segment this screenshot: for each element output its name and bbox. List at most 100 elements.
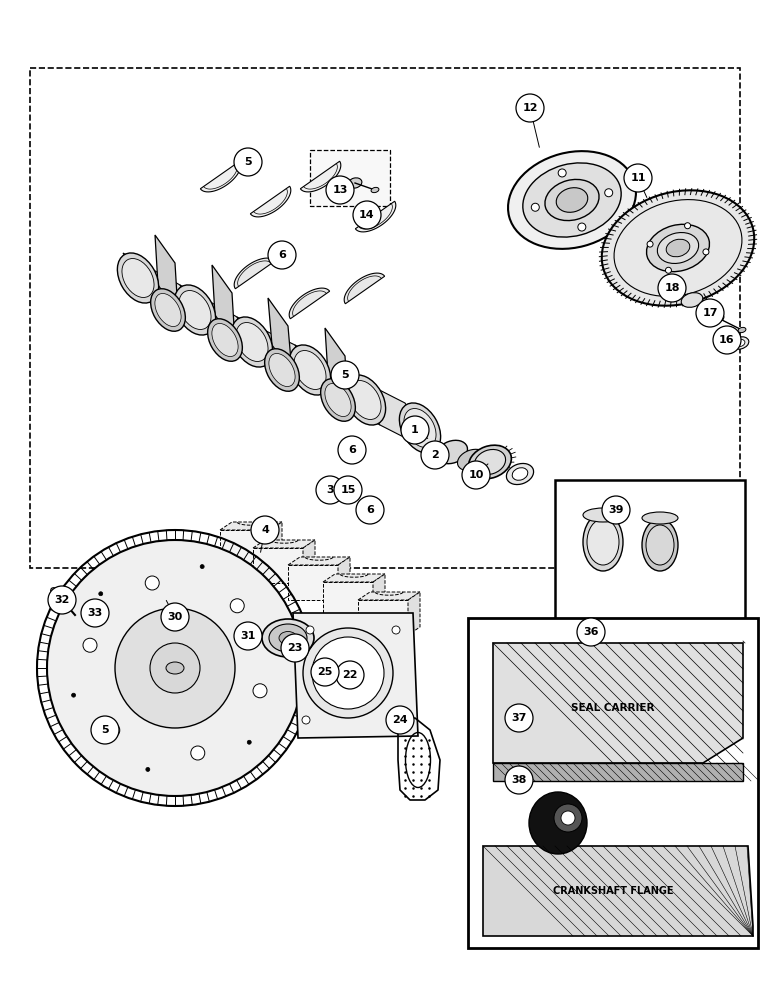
Ellipse shape: [166, 662, 184, 674]
Ellipse shape: [712, 314, 724, 322]
Text: CRANKSHAFT FLANGE: CRANKSHAFT FLANGE: [553, 886, 673, 896]
Polygon shape: [344, 273, 384, 304]
Bar: [468, 618, 758, 948]
Ellipse shape: [232, 317, 273, 367]
Circle shape: [392, 626, 400, 634]
Circle shape: [336, 661, 364, 689]
Ellipse shape: [642, 512, 678, 524]
Ellipse shape: [404, 409, 436, 447]
Circle shape: [146, 767, 150, 771]
Ellipse shape: [85, 608, 91, 612]
Circle shape: [462, 461, 490, 489]
Circle shape: [396, 716, 404, 724]
Polygon shape: [237, 317, 325, 395]
Circle shape: [191, 746, 205, 760]
Ellipse shape: [155, 293, 181, 327]
Bar: [555, 480, 745, 635]
Circle shape: [386, 706, 414, 734]
Circle shape: [713, 326, 741, 354]
Ellipse shape: [545, 179, 599, 221]
Text: 22: 22: [342, 670, 357, 680]
Ellipse shape: [122, 259, 154, 297]
Text: 12: 12: [522, 103, 538, 113]
Polygon shape: [234, 258, 275, 289]
Circle shape: [624, 164, 652, 192]
Text: 31: 31: [240, 631, 256, 641]
Circle shape: [516, 94, 544, 122]
Circle shape: [106, 723, 120, 737]
Ellipse shape: [469, 445, 511, 479]
Polygon shape: [493, 763, 743, 781]
Text: 39: 39: [608, 505, 624, 515]
Circle shape: [83, 638, 97, 652]
Ellipse shape: [349, 381, 381, 419]
Polygon shape: [323, 574, 385, 582]
Ellipse shape: [738, 327, 746, 333]
Text: 10: 10: [469, 470, 484, 480]
Ellipse shape: [646, 525, 674, 565]
Circle shape: [353, 201, 381, 229]
Circle shape: [331, 361, 359, 389]
Ellipse shape: [436, 440, 468, 464]
Polygon shape: [293, 613, 418, 738]
Circle shape: [302, 716, 310, 724]
Text: 33: 33: [87, 608, 103, 618]
Circle shape: [602, 496, 630, 524]
Ellipse shape: [208, 319, 242, 361]
Text: 30: 30: [168, 612, 183, 622]
Bar: [30, 68, 740, 568]
Ellipse shape: [151, 289, 185, 331]
Circle shape: [306, 626, 314, 634]
Ellipse shape: [265, 349, 300, 391]
Polygon shape: [253, 548, 303, 583]
Text: 5: 5: [101, 725, 109, 735]
Polygon shape: [290, 288, 330, 319]
Circle shape: [311, 658, 339, 686]
Text: 4: 4: [261, 525, 269, 535]
Text: 3: 3: [327, 485, 334, 495]
Polygon shape: [323, 582, 373, 617]
Polygon shape: [350, 375, 435, 453]
Circle shape: [356, 496, 384, 524]
Ellipse shape: [371, 187, 379, 193]
Ellipse shape: [320, 379, 355, 421]
Ellipse shape: [646, 224, 709, 272]
Circle shape: [115, 608, 235, 728]
Circle shape: [145, 576, 159, 590]
Ellipse shape: [294, 351, 326, 389]
Ellipse shape: [642, 519, 678, 571]
Ellipse shape: [508, 151, 636, 249]
Text: 6: 6: [348, 445, 356, 455]
Circle shape: [91, 716, 119, 744]
Ellipse shape: [236, 323, 268, 361]
Text: 2: 2: [431, 450, 438, 460]
Ellipse shape: [475, 449, 506, 475]
Ellipse shape: [344, 375, 386, 425]
Ellipse shape: [587, 519, 619, 565]
Circle shape: [150, 643, 200, 693]
Bar: [310, 150, 390, 206]
Polygon shape: [250, 186, 291, 217]
Ellipse shape: [583, 508, 623, 522]
Polygon shape: [373, 574, 385, 617]
Ellipse shape: [290, 345, 330, 395]
Text: 23: 23: [287, 643, 303, 653]
Ellipse shape: [212, 323, 238, 357]
Circle shape: [99, 592, 103, 596]
Text: 11: 11: [630, 173, 645, 183]
Ellipse shape: [557, 188, 587, 212]
Circle shape: [268, 241, 296, 269]
Text: 5: 5: [341, 370, 349, 380]
Ellipse shape: [735, 339, 745, 347]
Ellipse shape: [262, 619, 314, 657]
Polygon shape: [180, 285, 267, 367]
Text: 24: 24: [392, 715, 408, 725]
Polygon shape: [288, 557, 350, 565]
Circle shape: [577, 618, 605, 646]
Circle shape: [401, 416, 429, 444]
Circle shape: [338, 436, 366, 464]
Text: 13: 13: [332, 185, 347, 195]
Polygon shape: [268, 298, 292, 373]
Circle shape: [48, 586, 76, 614]
Polygon shape: [123, 253, 210, 335]
